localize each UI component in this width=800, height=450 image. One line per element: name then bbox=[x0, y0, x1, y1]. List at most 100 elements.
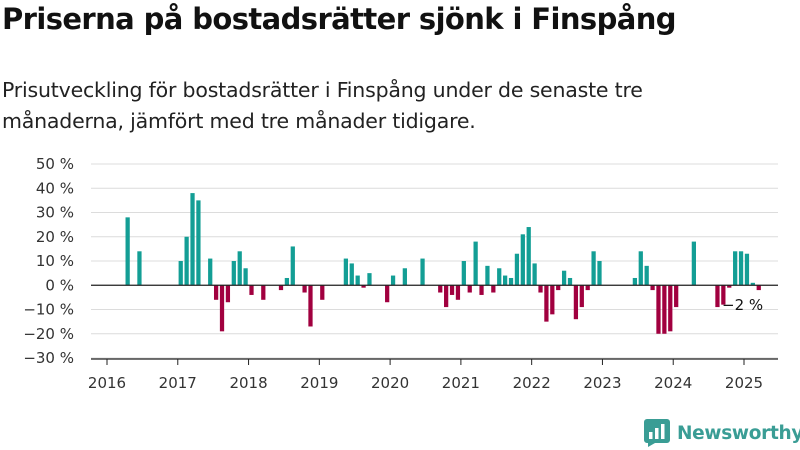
bar bbox=[320, 285, 325, 300]
bar bbox=[438, 285, 443, 293]
x-tick-label: 2024 bbox=[654, 374, 692, 392]
bar bbox=[385, 285, 390, 303]
bar bbox=[196, 200, 201, 286]
y-tick-label: 30 % bbox=[36, 204, 74, 222]
y-tick-label: −20 % bbox=[23, 325, 74, 343]
bar bbox=[137, 251, 142, 286]
x-tick-label: 2022 bbox=[513, 374, 551, 392]
bar bbox=[526, 227, 531, 286]
bar bbox=[591, 251, 596, 286]
bar bbox=[349, 263, 354, 286]
bar bbox=[302, 285, 307, 293]
bar bbox=[656, 285, 661, 334]
bar bbox=[343, 258, 348, 286]
bar bbox=[503, 275, 508, 286]
bar bbox=[756, 285, 761, 291]
bar bbox=[520, 234, 525, 286]
bar bbox=[184, 236, 189, 286]
bar bbox=[467, 285, 472, 293]
bar bbox=[727, 285, 732, 288]
y-tick-label: −10 % bbox=[23, 301, 74, 319]
bar bbox=[290, 246, 295, 286]
x-tick-label: 2021 bbox=[442, 374, 480, 392]
chart-subtitle: Prisutveckling för bostadsrätter i Finsp… bbox=[2, 78, 643, 133]
bar bbox=[249, 285, 254, 295]
bar bbox=[508, 277, 514, 286]
bar bbox=[691, 241, 696, 286]
bar bbox=[190, 193, 195, 286]
bar bbox=[284, 277, 290, 286]
bar bbox=[744, 253, 750, 286]
bar bbox=[367, 273, 372, 286]
bar bbox=[208, 258, 213, 286]
bar bbox=[390, 275, 396, 286]
brand-name: Newsworthy bbox=[677, 422, 800, 444]
bar bbox=[733, 251, 738, 286]
bar bbox=[455, 285, 461, 300]
bar bbox=[219, 285, 225, 332]
bar bbox=[632, 277, 638, 286]
bar bbox=[644, 265, 649, 286]
bar bbox=[178, 261, 183, 286]
bar bbox=[750, 282, 755, 286]
bar bbox=[662, 285, 667, 334]
bar bbox=[550, 285, 555, 315]
bar bbox=[674, 285, 679, 308]
bar bbox=[579, 285, 584, 308]
bar bbox=[738, 251, 744, 286]
y-tick-label: 10 % bbox=[36, 252, 74, 270]
bar bbox=[573, 285, 579, 320]
bar bbox=[585, 285, 590, 291]
y-tick-label: 50 % bbox=[36, 155, 74, 173]
chart-title: Priserna på bostadsrätter sjönk i Finspå… bbox=[2, 2, 677, 36]
bar bbox=[479, 285, 484, 295]
bar bbox=[420, 258, 425, 286]
y-axis-ticks: −30 % −20 % −10 % 0 % 10 % 20 % 30 % 40 % 50 % bbox=[23, 155, 74, 367]
bar bbox=[491, 285, 496, 293]
bars bbox=[125, 193, 761, 334]
bar bbox=[278, 285, 284, 291]
bar bbox=[561, 270, 567, 286]
bar bbox=[721, 285, 726, 305]
bar bbox=[125, 217, 130, 286]
bar bbox=[225, 285, 231, 303]
bar bbox=[532, 263, 537, 286]
bar bbox=[461, 261, 466, 286]
bar bbox=[361, 285, 366, 288]
x-tick-label: 2023 bbox=[583, 374, 621, 392]
bar bbox=[449, 285, 455, 295]
bar bbox=[473, 241, 478, 286]
bar bbox=[567, 277, 573, 286]
bar bbox=[556, 285, 561, 291]
bar bbox=[213, 285, 219, 300]
bar bbox=[231, 261, 236, 286]
bar bbox=[261, 285, 266, 300]
bar bbox=[485, 265, 490, 286]
bar bbox=[715, 285, 720, 308]
x-axis: 2016 2017 2018 2019 2020 2021 2022 2023 2024 2025 bbox=[88, 284, 778, 392]
bar bbox=[444, 285, 449, 308]
bar bbox=[597, 261, 602, 286]
bar bbox=[237, 251, 242, 286]
x-tick-label: 2020 bbox=[371, 374, 409, 392]
bar bbox=[355, 275, 360, 286]
newsworthy-logo-icon bbox=[644, 419, 670, 447]
newsworthy-brand: Newsworthy bbox=[644, 419, 800, 447]
bar bbox=[650, 285, 655, 291]
last-value-label: −2 % bbox=[722, 296, 763, 314]
x-tick-label: 2025 bbox=[725, 374, 763, 392]
y-tick-label: 0 % bbox=[45, 276, 74, 294]
bar bbox=[538, 285, 543, 293]
y-tick-label: 20 % bbox=[36, 228, 74, 246]
x-tick-label: 2019 bbox=[300, 374, 338, 392]
bar bbox=[638, 251, 643, 286]
bar bbox=[497, 268, 502, 286]
bar bbox=[514, 253, 520, 286]
x-tick-label: 2016 bbox=[88, 374, 126, 392]
bar bbox=[308, 285, 313, 327]
annotations: −2 % bbox=[722, 296, 763, 314]
bar bbox=[402, 268, 407, 286]
y-tick-label: 40 % bbox=[36, 179, 74, 197]
bar bbox=[544, 285, 549, 322]
